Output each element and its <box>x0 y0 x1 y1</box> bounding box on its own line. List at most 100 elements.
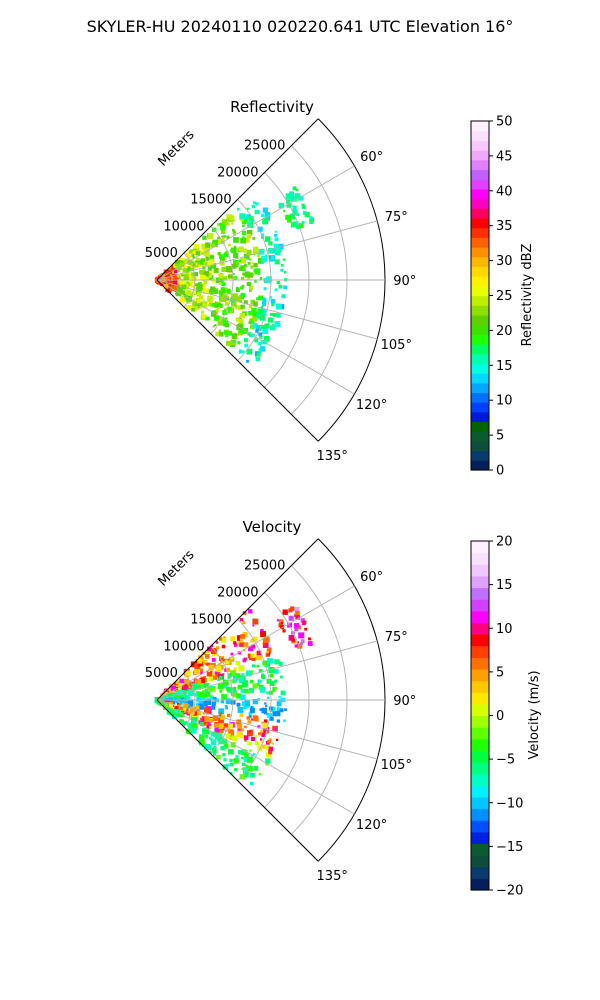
reflectivity-echo-cell <box>219 254 224 259</box>
reflectivity-echo-cell <box>248 305 253 309</box>
reflectivity-echo-cell <box>211 279 215 283</box>
velocity-echo-cell <box>235 755 239 759</box>
velocity-echo-cell <box>245 764 249 768</box>
reflectivity-echo-cell <box>257 316 261 319</box>
reflectivity-echo-cell <box>264 212 271 218</box>
velocity-echo-cell <box>204 707 210 714</box>
velocity-echo-cell <box>197 698 200 701</box>
velocity-echo-cell <box>227 676 230 679</box>
colorbar-swatch <box>471 373 489 384</box>
reflectivity-echo-cell <box>188 254 192 259</box>
reflectivity-echo-cell <box>186 290 192 296</box>
reflectivity-echo-cell <box>231 301 237 307</box>
velocity-echo-cell <box>194 669 200 675</box>
reflectivity-echo-cell <box>199 260 205 265</box>
reflectivity-echo-cell <box>283 285 287 290</box>
velocity-echo-cell <box>215 641 219 644</box>
velocity-echo-cell <box>188 722 195 729</box>
velocity-echo-cell <box>294 607 300 612</box>
reflectivity-echo-cell <box>201 310 205 314</box>
colorbar-swatch <box>471 587 489 600</box>
reflectivity-echo-cell <box>252 273 255 276</box>
reflectivity-echo-cell <box>197 283 203 290</box>
velocity-echo-cell <box>238 677 245 684</box>
velocity-echo-cell <box>206 687 210 691</box>
velocity-echo-cell <box>267 652 271 655</box>
reflectivity-echo-cell <box>249 324 255 330</box>
velocity-echo-cell <box>243 649 246 652</box>
velocity-echo-cell <box>291 638 295 642</box>
velocity-echo-cell <box>188 685 191 688</box>
velocity-echo-cell <box>180 708 187 715</box>
reflectivity-echo-cell <box>223 276 227 280</box>
reflectivity-echo-cell <box>228 243 231 247</box>
velocity-echo-cell <box>250 638 255 643</box>
velocity-echo-cell <box>283 719 286 723</box>
velocity-echo-cell <box>304 627 307 631</box>
reflectivity-echo-cell <box>243 338 248 343</box>
reflectivity-echo-cell <box>245 271 250 276</box>
reflectivity-echo-cell <box>210 243 215 248</box>
reflectivity-echo-cell <box>259 335 263 339</box>
reflectivity-echo-cell <box>268 241 273 246</box>
azimuth-gridline <box>156 279 378 340</box>
velocity-echo-cell <box>196 685 201 690</box>
velocity-echo-cell <box>228 749 234 755</box>
velocity-echo-cell <box>244 700 250 707</box>
reflectivity-echo-cell <box>216 308 220 312</box>
velocity-echo-cell <box>242 681 248 688</box>
reflectivity-echo-cell <box>176 290 182 297</box>
colorbar-swatch <box>471 140 489 151</box>
velocity-echo-cell <box>173 709 178 714</box>
reflectivity-echo-cell <box>310 219 314 223</box>
colorbar-swatch <box>471 878 489 891</box>
reflectivity-echo-cell <box>259 277 263 280</box>
colorbar-swatch <box>471 266 489 277</box>
velocity-echo-cell <box>198 691 204 698</box>
velocity-echo-cell <box>243 705 247 709</box>
reflectivity-echo-cell <box>263 287 267 291</box>
velocity-echo-cell <box>290 606 295 611</box>
velocity-echo-cell <box>243 657 247 661</box>
reflectivity-echo-cell <box>235 296 241 303</box>
reflectivity-echo-cell <box>233 277 236 280</box>
reflectivity-echo-cell <box>218 273 224 279</box>
velocity-echo-cell <box>203 728 210 735</box>
colorbar-swatch <box>471 796 489 810</box>
velocity-echo-cell <box>266 713 269 716</box>
colorbar-swatch <box>471 715 489 728</box>
reflectivity-echo-cell <box>234 332 237 335</box>
reflectivity-echo-cell <box>213 315 220 321</box>
reflectivity-echo-cell <box>199 269 204 274</box>
reflectivity-echo-cell <box>218 329 222 333</box>
velocity-echo-cell <box>171 706 175 710</box>
velocity-echo-cell <box>196 691 199 695</box>
velocity-echo-cell <box>239 644 242 647</box>
velocity-echo-cell <box>215 672 221 678</box>
reflectivity-echo-cell <box>246 233 252 239</box>
velocity-echo-cell <box>200 668 203 672</box>
velocity-echo-cell <box>215 734 220 740</box>
velocity-echo-cell <box>244 725 247 729</box>
velocity-echo-cell <box>217 678 220 682</box>
reflectivity-echo-cell <box>221 282 225 287</box>
velocity-echo-cell <box>221 644 226 649</box>
reflectivity-echo-cell <box>227 306 232 311</box>
velocity-echo-cell <box>262 723 268 729</box>
velocity-echo-cell <box>206 670 213 677</box>
reflectivity-echo-cell <box>180 290 185 295</box>
velocity-echo-cell <box>198 700 204 705</box>
velocity-echo-cell <box>260 738 263 741</box>
reflectivity-echo-cell <box>190 272 195 276</box>
reflectivity-echo-cell <box>248 310 253 316</box>
colorbar-tick-label: 0 <box>496 464 504 479</box>
velocity-echo-cell <box>269 716 274 721</box>
velocity-echo-cell <box>220 655 223 658</box>
reflectivity-echo-cell <box>220 224 226 231</box>
velocity-echo-cell <box>232 693 237 698</box>
reflectivity-echo-cell <box>172 283 176 287</box>
velocity-echo-cell <box>266 650 269 654</box>
velocity-echo-cell <box>256 654 262 661</box>
reflectivity-echo-cell <box>186 280 189 283</box>
reflectivity-echo-cell <box>274 237 279 242</box>
